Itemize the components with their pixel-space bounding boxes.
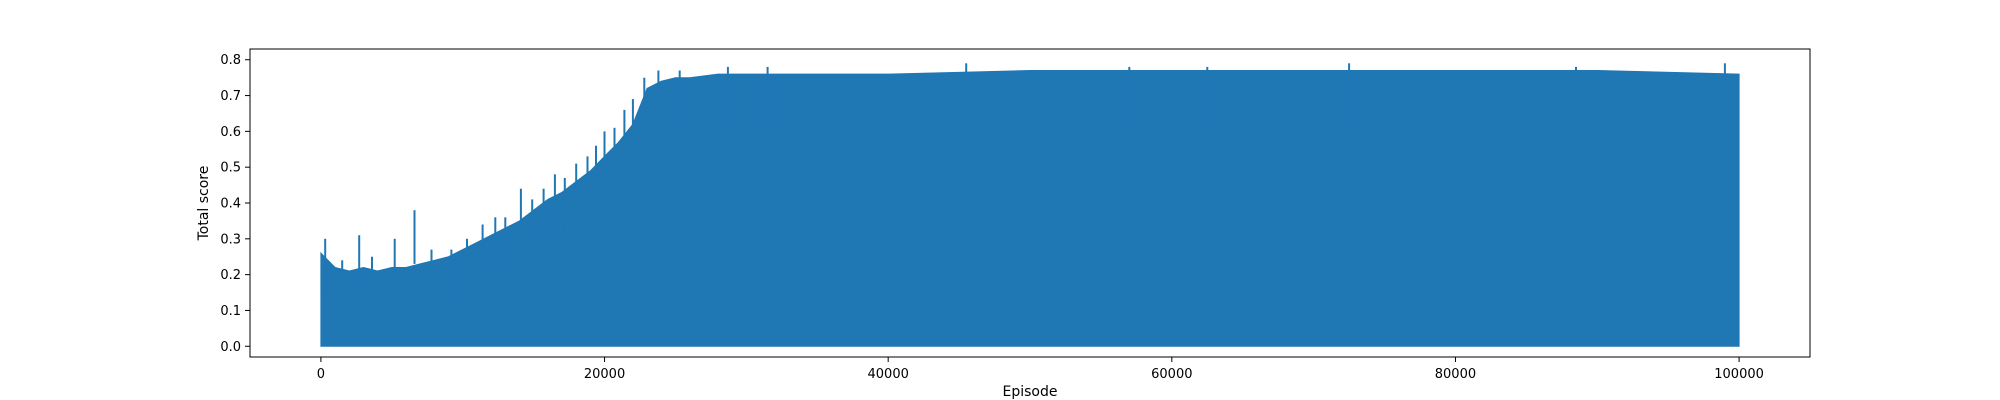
plot-area [320, 63, 1740, 347]
y-tick-label-2: 0.2 [220, 268, 241, 283]
y-tick-label-5: 0.5 [220, 161, 241, 176]
y-tick-label-7: 0.7 [220, 89, 241, 104]
y-tick-label-3: 0.3 [220, 232, 241, 247]
x-tick-label-1: 20000 [584, 367, 625, 382]
x-tick-label-0: 0 [317, 367, 325, 382]
series-0-envelope [320, 70, 1740, 347]
y-axis-label: Total score [196, 166, 212, 242]
y-tick-label-6: 0.6 [220, 125, 241, 140]
x-tick-label-3: 60000 [1151, 367, 1192, 382]
y-tick-label-1: 0.1 [220, 304, 241, 319]
x-tick-label-5: 100000 [1714, 367, 1764, 382]
y-tick-label-8: 0.8 [220, 53, 241, 68]
y-tick-label-4: 0.4 [220, 197, 241, 212]
x-tick-label-4: 80000 [1435, 367, 1476, 382]
axes: 0 20000 40000 60000 80000 100000 0.0 0.1 0.2 0.3 0… [220, 48, 1811, 382]
y-tick-label-0: 0.0 [220, 340, 241, 355]
x-axis-label: Episode [1003, 384, 1058, 400]
x-tick-label-2: 40000 [868, 367, 909, 382]
